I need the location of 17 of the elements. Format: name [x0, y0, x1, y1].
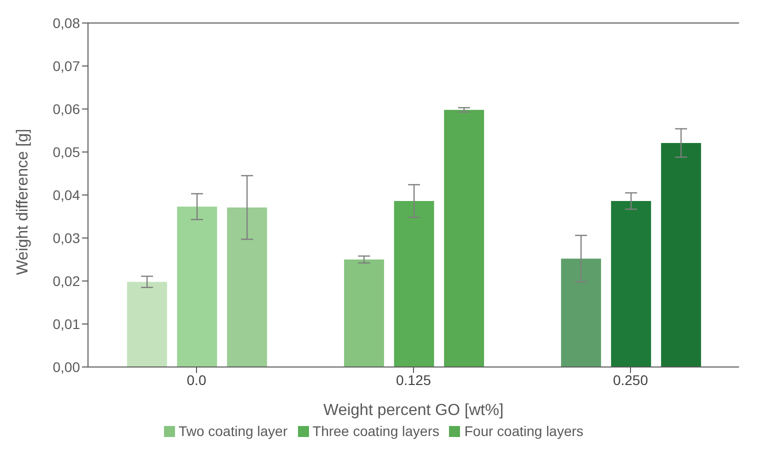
y-tick-label: 0,05	[52, 144, 80, 160]
y-tick-label: 0,08	[52, 14, 80, 31]
legend-label: Four coating layers	[464, 423, 584, 439]
legend-label: Two coating layer	[178, 423, 288, 439]
y-tick-label: 0,02	[52, 272, 80, 289]
x-tick-label: 0.125	[396, 372, 432, 388]
y-tick-label: 0,00	[52, 358, 80, 375]
y-tick-label: 0,03	[52, 230, 80, 246]
x-tick-label: 0.250	[612, 372, 648, 388]
y-tick-label: 0,06	[52, 100, 80, 117]
y-tick-label: 0,01	[52, 316, 80, 332]
y-tick-label: 0,04	[52, 186, 80, 203]
legend-label: Three coating layers	[312, 423, 440, 439]
x-axis-title: Weight percent GO [wt%]	[323, 402, 504, 419]
y-axis-title: Weight difference [g]	[14, 128, 32, 275]
y-tick-label: 0,07	[52, 58, 80, 74]
x-tick-label: 0.0	[186, 372, 206, 388]
